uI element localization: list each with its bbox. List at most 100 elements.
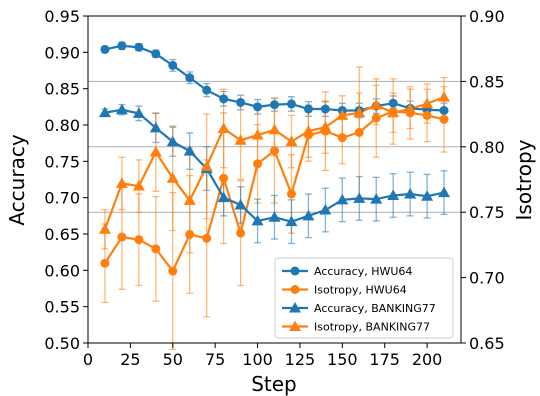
data-point-accuracy-hwu64 (168, 60, 178, 70)
data-point-isotropy-banking77 (183, 194, 196, 205)
series-markers (98, 41, 451, 276)
y-right-tick-label: 0.70 (469, 269, 505, 288)
data-point-isotropy-hwu64 (422, 110, 432, 120)
data-point-isotropy-hwu64 (219, 173, 229, 183)
data-point-isotropy-banking77 (285, 135, 298, 147)
data-point-accuracy-hwu64 (439, 105, 449, 115)
x-tick-label: 25 (120, 350, 140, 369)
data-point-accuracy-banking77 (149, 121, 162, 133)
data-point-isotropy-banking77 (404, 102, 417, 114)
data-point-accuracy-hwu64 (151, 49, 161, 59)
legend-marker (290, 266, 300, 276)
x-tick-label: 50 (163, 350, 183, 369)
data-point-accuracy-banking77 (268, 211, 281, 222)
data-point-accuracy-banking77 (302, 209, 315, 221)
data-point-isotropy-hwu64 (117, 232, 127, 242)
y-left-tick-label: 0.65 (44, 225, 80, 244)
data-point-accuracy-hwu64 (117, 41, 127, 51)
data-point-accuracy-banking77 (217, 191, 230, 203)
data-point-accuracy-banking77 (285, 215, 298, 227)
data-point-accuracy-hwu64 (219, 94, 229, 104)
data-point-accuracy-hwu64 (388, 98, 398, 108)
data-point-accuracy-hwu64 (253, 102, 263, 112)
data-point-accuracy-banking77 (319, 204, 332, 215)
y-left-tick-label: 0.60 (44, 261, 80, 280)
data-point-accuracy-banking77 (234, 198, 247, 210)
data-point-accuracy-hwu64 (286, 99, 296, 109)
data-point-isotropy-banking77 (149, 146, 162, 157)
data-point-isotropy-banking77 (251, 129, 264, 140)
data-point-accuracy-hwu64 (320, 104, 330, 114)
data-point-isotropy-hwu64 (253, 159, 263, 169)
data-point-accuracy-hwu64 (303, 104, 313, 114)
data-point-accuracy-banking77 (387, 189, 400, 200)
x-tick-label: 200 (412, 350, 443, 369)
legend-marker (289, 320, 301, 331)
legend-marker (289, 302, 301, 313)
data-point-accuracy-banking77 (438, 186, 451, 198)
x-tick-label: 0 (83, 350, 93, 369)
data-point-isotropy-banking77 (132, 180, 145, 191)
data-point-accuracy-banking77 (353, 192, 366, 203)
data-point-accuracy-banking77 (183, 145, 196, 156)
data-point-accuracy-banking77 (251, 214, 264, 226)
data-point-isotropy-hwu64 (151, 244, 161, 254)
data-point-isotropy-hwu64 (236, 228, 246, 238)
data-point-isotropy-hwu64 (134, 235, 144, 245)
data-point-accuracy-banking77 (132, 107, 145, 118)
data-point-isotropy-hwu64 (354, 127, 364, 137)
x-tick-label: 175 (369, 350, 400, 369)
y-left-tick-label: 0.50 (44, 334, 80, 353)
x-tick-label: 75 (205, 350, 225, 369)
data-point-accuracy-banking77 (115, 103, 128, 115)
data-point-isotropy-hwu64 (202, 233, 212, 243)
y-right-tick-label: 0.85 (469, 72, 505, 91)
data-point-isotropy-banking77 (115, 177, 128, 188)
data-point-isotropy-hwu64 (185, 229, 195, 239)
data-point-isotropy-banking77 (98, 223, 111, 234)
data-point-isotropy-banking77 (234, 134, 247, 145)
data-point-isotropy-banking77 (438, 91, 451, 102)
data-point-isotropy-hwu64 (371, 113, 381, 123)
data-point-accuracy-banking77 (98, 106, 111, 118)
data-point-isotropy-hwu64 (439, 114, 449, 124)
x-tick-label: 125 (285, 350, 316, 369)
y-left-tick-label: 0.55 (44, 298, 80, 317)
data-point-accuracy-hwu64 (185, 73, 195, 83)
data-point-accuracy-banking77 (336, 193, 349, 205)
y-right-tick-label: 0.65 (469, 334, 505, 353)
y-left-tick-label: 0.70 (44, 189, 80, 208)
legend-box (274, 257, 454, 339)
plot-frame (87, 15, 462, 344)
legend-marker (290, 285, 300, 294)
data-point-isotropy-banking77 (387, 106, 400, 118)
legend-label: Isotropy, BANKING77 (314, 321, 430, 334)
y-left-ticks: 0.50 0.55 0.60 0.65 0.70 0.75 0.80 0.85 0.90 0.95 (44, 7, 88, 353)
y-right-ticks: 0.65 0.70 0.75 0.80 0.85 0.90 (461, 7, 505, 353)
data-point-isotropy-banking77 (166, 172, 179, 183)
y-right-axis-title: Isotropy (512, 139, 536, 220)
y-right-tick-label: 0.90 (469, 7, 505, 26)
data-point-accuracy-banking77 (404, 188, 417, 199)
data-point-accuracy-hwu64 (100, 44, 110, 54)
y-left-tick-label: 0.95 (44, 7, 80, 26)
y-left-axis-title: Accuracy (5, 134, 29, 225)
data-point-isotropy-hwu64 (168, 266, 178, 276)
y-left-tick-label: 0.80 (44, 116, 80, 135)
data-point-isotropy-banking77 (217, 122, 230, 133)
legend-label: Isotropy, HWU64 (314, 284, 407, 297)
data-point-isotropy-banking77 (370, 98, 383, 110)
data-point-isotropy-hwu64 (286, 189, 296, 199)
data-point-accuracy-hwu64 (134, 42, 144, 52)
y-right-tick-label: 0.75 (469, 203, 505, 222)
data-point-isotropy-banking77 (319, 121, 332, 132)
legend-label: Accuracy, BANKING77 (314, 302, 436, 315)
y-left-tick-label: 0.85 (44, 80, 80, 99)
data-point-accuracy-banking77 (166, 135, 179, 147)
data-point-isotropy-banking77 (353, 106, 366, 118)
data-point-isotropy-banking77 (200, 160, 213, 171)
legend-label: Accuracy, HWU64 (314, 265, 412, 278)
data-point-isotropy-hwu64 (337, 133, 347, 143)
data-point-isotropy-banking77 (302, 125, 315, 136)
